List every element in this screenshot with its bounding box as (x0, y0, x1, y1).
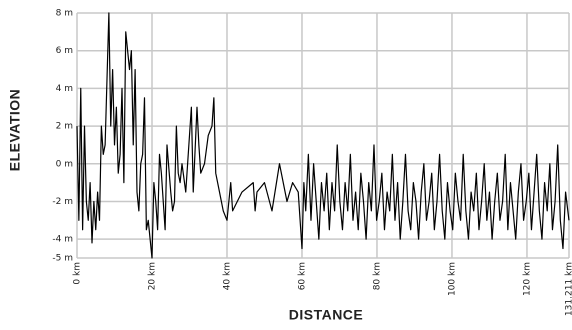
y-tick-label: 4 m (56, 84, 73, 94)
elevation-line (76, 12, 570, 259)
y-tick-label: -5 m (52, 254, 73, 264)
x-tick-label: 100 km (447, 262, 457, 296)
x-tick-label: 80 km (372, 262, 382, 290)
x-tick-label: 120 km (522, 262, 532, 296)
y-tick-label: 6 m (56, 46, 73, 56)
y-tick-label: -2 m (52, 197, 73, 207)
x-tick-label: 40 km (222, 262, 232, 290)
y-tick-label: 0 m (56, 159, 73, 169)
y-axis-title: ELEVATION (7, 89, 23, 172)
x-axis-title: DISTANCE (289, 307, 364, 323)
x-tick-label: 0 km (73, 262, 83, 285)
x-tick-label: 60 km (297, 262, 307, 290)
y-tick-label: -4 m (52, 235, 73, 245)
x-tick-label: 20 km (147, 262, 157, 290)
y-tick-label: 2 m (56, 122, 73, 132)
y-tick-label: 8 m (56, 9, 73, 19)
x-tick-label: 131.211 km (565, 262, 572, 316)
